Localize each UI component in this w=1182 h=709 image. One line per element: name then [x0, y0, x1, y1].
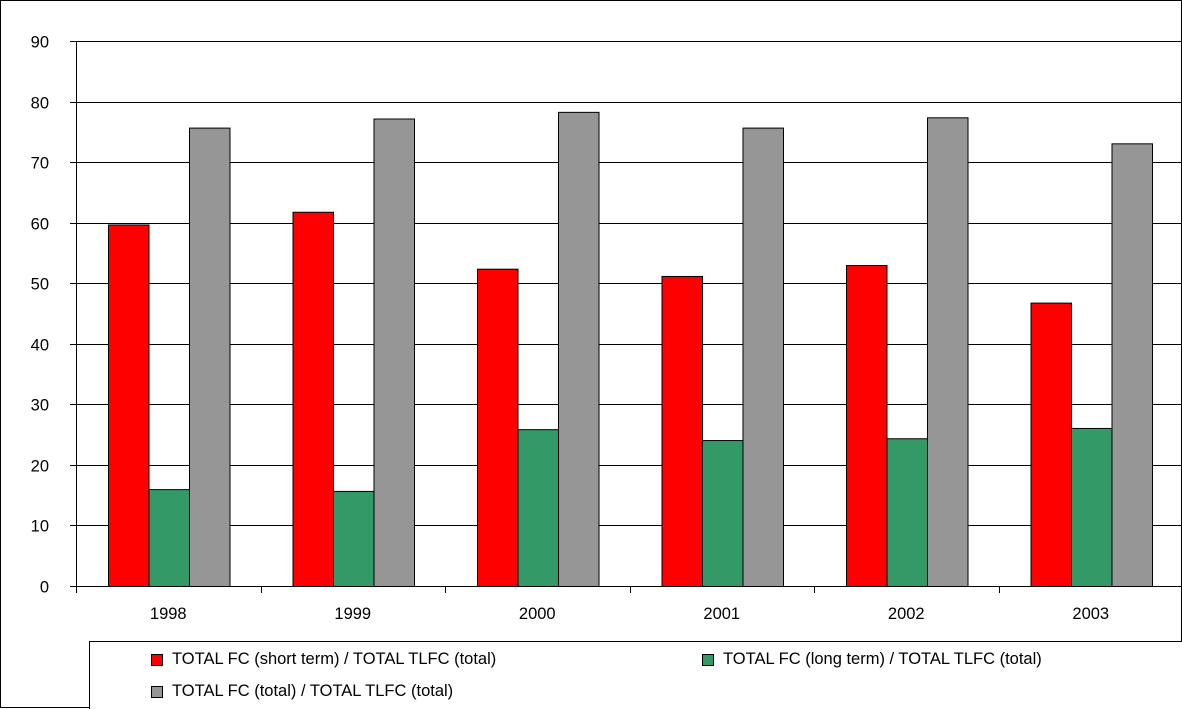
x-tick-label: 1999: [334, 605, 371, 623]
y-tick-label: 50: [31, 276, 49, 294]
y-tick-label: 70: [31, 155, 49, 173]
bar-2002-series-2: [886, 438, 928, 587]
legend: TOTAL FC (short term) / TOTAL TLFC (tota…: [89, 641, 1182, 709]
bar-2003-series-1: [1030, 302, 1072, 587]
gridlines: [76, 41, 1182, 526]
bar-1998-series-3: [189, 127, 231, 587]
legend-label-total: TOTAL FC (total) / TOTAL TLFC (total): [172, 682, 454, 700]
y-tick-label: 40: [31, 337, 49, 355]
legend-item-long-term: TOTAL FC (long term) / TOTAL TLFC (total…: [702, 650, 1042, 669]
legend-swatch-total: [151, 685, 163, 698]
bar-chart: 0 10 20 30 40 50 60 70 80 90 1998 1999 2000 2001 2002 2…: [31, 34, 1182, 624]
bar-2002-series-3: [927, 117, 969, 588]
legend-swatch-long-term: [702, 653, 714, 666]
tick-labels: 0 10 20 30 40 50 60 70 80 90 1998 1999 2000 2001 2002 2…: [31, 34, 1109, 624]
bar-2003-series-2: [1071, 427, 1113, 588]
bar-1999-series-2: [333, 490, 375, 587]
bar-1999-series-3: [373, 118, 415, 587]
bar-2002-series-1: [846, 265, 888, 587]
bar-2000-series-3: [558, 111, 600, 587]
bar-2001-series-2: [702, 440, 744, 587]
bar-1999-series-1: [292, 211, 334, 587]
x-tick-label: 2003: [1072, 605, 1109, 623]
bar-2000-series-1: [477, 268, 519, 587]
bar-2000-series-2: [517, 429, 559, 587]
legend-item-short-term: TOTAL FC (short term) / TOTAL TLFC (tota…: [151, 650, 496, 669]
x-tick-label: 2000: [519, 605, 556, 623]
bar-2001-series-1: [661, 275, 703, 587]
legend-label-long-term: TOTAL FC (long term) / TOTAL TLFC (total…: [723, 650, 1042, 668]
y-tick-label: 10: [31, 518, 49, 536]
legend-swatch-short-term: [151, 653, 163, 666]
bar-2001-series-3: [742, 127, 784, 587]
y-tick-label: 30: [31, 397, 49, 415]
y-tick-label: 60: [31, 216, 49, 234]
y-tick-label: 20: [31, 458, 49, 476]
x-tick-label: 2001: [703, 605, 740, 623]
bar-1998-series-2: [148, 489, 190, 587]
x-tick-label: 1998: [150, 605, 187, 623]
bars: [108, 111, 1153, 588]
y-tick-label: 0: [40, 579, 49, 597]
y-tick-label: 80: [31, 95, 49, 113]
bar-2003-series-3: [1111, 143, 1153, 587]
bar-1998-series-1: [108, 224, 150, 587]
y-tick-label: 90: [31, 34, 49, 52]
x-tick-label: 2002: [888, 605, 925, 623]
axes: [70, 41, 1182, 593]
legend-label-short-term: TOTAL FC (short term) / TOTAL TLFC (tota…: [172, 650, 497, 668]
legend-item-total: TOTAL FC (total) / TOTAL TLFC (total): [151, 682, 453, 701]
